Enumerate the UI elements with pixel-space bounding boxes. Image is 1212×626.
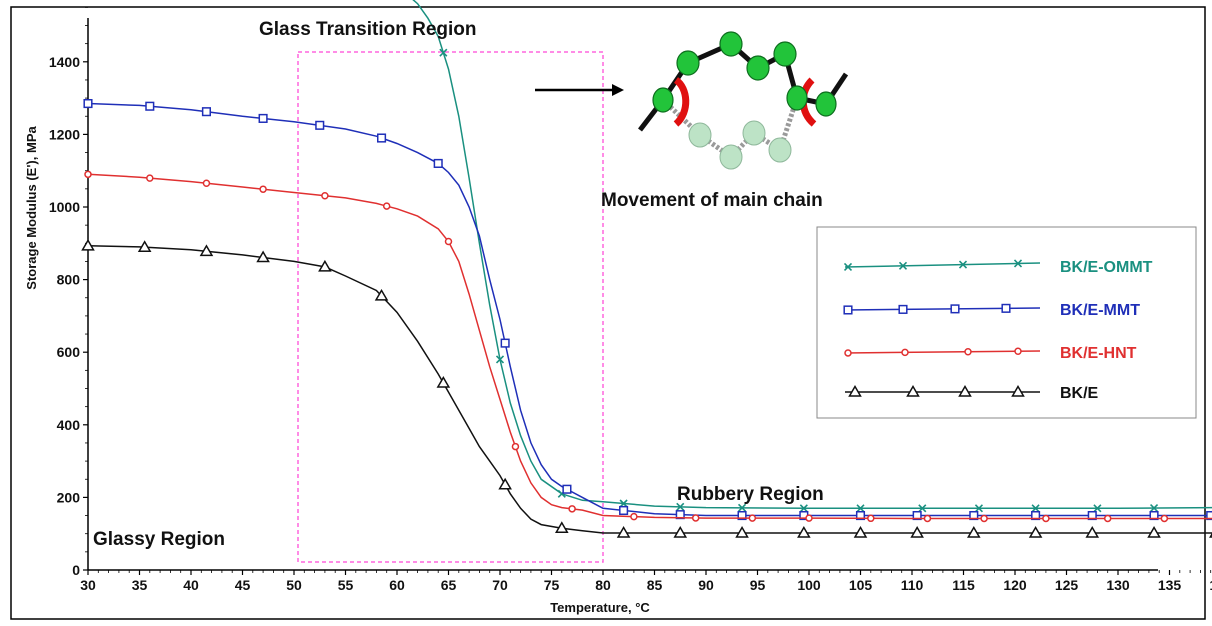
legend-label: BK/E [1060,385,1099,402]
data-point-bk-e-mmt [316,122,324,130]
data-point-bk-e-hnt [203,180,209,186]
x-tick-label: 35 [132,577,148,593]
y-tick-label: 0 [72,562,80,578]
data-point-bk-e-hnt [1043,515,1049,521]
x-tick-label: 60 [389,577,405,593]
data-point-bk-e-hnt [1161,515,1167,521]
data-point-bk-e-hnt [1105,515,1111,521]
data-point-bk-e-hnt [806,515,812,521]
y-tick-label: 600 [57,344,81,360]
glass-transition-label: Glass Transition Region [259,19,477,40]
x-tick-label: 80 [595,577,611,593]
x-tick-label: 100 [797,577,821,593]
data-point-bk-e-mmt [203,108,211,116]
legend-marker [902,349,908,355]
x-tick-label: 45 [235,577,251,593]
data-point-bk-e-mmt [563,485,571,493]
x-tick-label: 30 [80,577,96,593]
x-tick-label: 50 [286,577,302,593]
x-tick-label: 105 [849,577,873,593]
x-tick-label: 120 [1003,577,1027,593]
data-point-bk-e-hnt [868,515,874,521]
data-point-bk-e-hnt [981,515,987,521]
data-point-bk-e-hnt [260,186,266,192]
x-tick-label: 65 [441,577,457,593]
legend-marker [844,306,852,314]
x-axis-title: Temperature, °C [550,600,650,615]
legend: BK/E-OMMT BK/E-MMT BK/E-HNT BK/E [817,227,1196,418]
legend-marker [899,306,907,314]
legend-label: BK/E-HNT [1060,345,1137,362]
data-point-bk-e-mmt [620,507,628,515]
legend-marker [965,349,971,355]
legend-label: BK/E-OMMT [1060,259,1153,276]
x-tick-label: 70 [492,577,508,593]
movement-of-main-chain-label: Movement of main chain [601,190,823,211]
data-point-bk-e-mmt [378,134,386,142]
x-tick-label: 115 [952,577,975,593]
x-tick-label: 55 [338,577,354,593]
data-point-bk-e-mmt [434,160,442,168]
data-point-bk-e-hnt [384,203,390,209]
x-tick-label: 95 [750,577,766,593]
y-tick-label: 1400 [49,54,80,70]
y-tick-label: 1200 [49,126,80,142]
data-point-bk-e-hnt [322,193,328,199]
data-point-bk-e-hnt [749,515,755,521]
x-tick-label: 135 [1158,577,1182,593]
data-point-bk-e-mmt [146,102,154,110]
data-point-bk-e-hnt [446,238,452,244]
x-tick-label: 130 [1106,577,1130,593]
data-point-bk-e-hnt [569,506,575,512]
data-point-bk-e-mmt [259,115,267,123]
data-point-bk-e-hnt [631,514,637,520]
legend-marker [1002,305,1010,313]
x-tick-label: 110 [901,577,924,593]
x-tick-label: 90 [698,577,714,593]
x-tick-label: 40 [183,577,199,593]
legend-marker [845,350,851,356]
y-tick-label: 400 [57,417,81,433]
y-axis-title: Storage Modulus (E'), MPa [24,126,39,290]
data-point-bk-e-mmt [501,339,509,347]
legend-marker [1015,348,1021,354]
x-tick-label: 75 [544,577,560,593]
legend-marker [951,305,959,313]
glassy-region-label: Glassy Region [93,529,225,550]
y-tick-label: 800 [57,272,81,288]
rubbery-region-label: Rubbery Region [677,484,824,505]
data-point-bk-e-mmt [84,100,92,108]
legend-box [817,227,1196,418]
data-point-bk-e-hnt [924,515,930,521]
data-point-bk-e-hnt [512,444,518,450]
data-point-bk-e-hnt [693,515,699,521]
x-tick-label: 125 [1055,577,1079,593]
x-tick-label: 85 [647,577,663,593]
y-tick-label: 1000 [49,199,80,215]
y-tick-label: 200 [57,489,81,505]
legend-label: BK/E-MMT [1060,302,1140,319]
data-point-bk-e-hnt [85,171,91,177]
data-point-bk-e-hnt [147,175,153,181]
